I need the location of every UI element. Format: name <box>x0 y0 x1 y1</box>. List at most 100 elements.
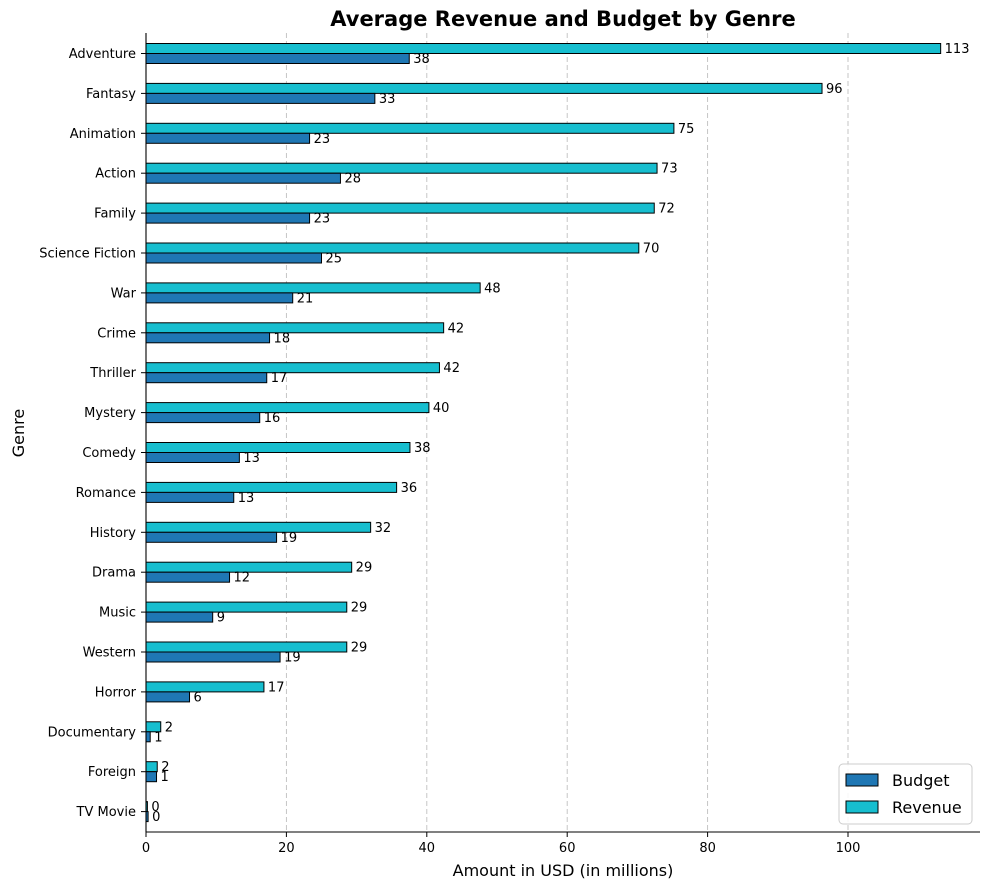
budget-bar <box>145 452 240 463</box>
budget-bar <box>145 53 410 64</box>
budget-bar <box>145 172 341 184</box>
y-tick-label: Romance <box>76 486 136 501</box>
budget-bar <box>145 531 278 543</box>
budget-bar <box>145 412 261 424</box>
y-tick-label: Comedy <box>82 446 136 461</box>
y-tick-label: Thriller <box>89 366 136 381</box>
budget-bar <box>145 611 214 623</box>
grid <box>285 33 849 832</box>
revenue-bar <box>145 761 158 773</box>
budget-bar <box>145 771 158 783</box>
revenue-bar <box>145 202 655 214</box>
budget-value-label: 13 <box>243 451 260 466</box>
budget-bar <box>145 252 322 264</box>
axes <box>145 33 980 833</box>
revenue-value-label: 73 <box>661 162 678 177</box>
revenue-value-label: 75 <box>678 122 695 137</box>
revenue-value-label: 29 <box>351 641 368 656</box>
revenue-bar <box>145 521 372 533</box>
y-tick-label: Action <box>95 167 136 182</box>
legend: Budget Revenue <box>838 763 973 825</box>
y-axis-label: Genre <box>9 409 28 457</box>
budget-bar <box>145 651 281 663</box>
revenue-bar <box>145 82 823 94</box>
budget-value-label: 19 <box>284 651 301 666</box>
budget-value-label: 13 <box>238 491 255 506</box>
budget-bar <box>145 731 151 743</box>
budget-value-label: 23 <box>314 212 331 227</box>
y-tick-label: War <box>111 286 137 301</box>
y-tick-labels: Adventure Fantasy Animation Action Family Sci… <box>39 47 146 820</box>
revenue-bar <box>145 322 445 334</box>
budget-value-label: 9 <box>217 611 225 626</box>
budget-value-label: 23 <box>314 132 331 147</box>
budget-bar <box>145 691 191 703</box>
y-tick-label: Mystery <box>84 406 136 421</box>
legend-label-budget: Budget <box>892 771 950 790</box>
x-tick-label: 100 <box>836 841 861 856</box>
revenue-bar <box>145 162 658 174</box>
revenue-value-label: 72 <box>658 202 675 217</box>
x-tick-label: 40 <box>419 841 436 856</box>
y-tick-label: Documentary <box>48 725 137 740</box>
budget-value-label: 28 <box>344 172 361 187</box>
chart-title: Average Revenue and Budget by Genre <box>330 7 796 31</box>
legend-label-revenue: Revenue <box>892 798 962 817</box>
y-tick-label: Foreign <box>88 765 136 780</box>
y-tick-label: Animation <box>70 127 136 142</box>
budget-bar <box>145 92 376 104</box>
budget-bar <box>145 212 311 224</box>
y-tick-label: Western <box>83 646 136 661</box>
budget-value-label: 1 <box>154 730 162 745</box>
revenue-value-label: 0 <box>151 800 159 815</box>
y-tick-label: Adventure <box>69 47 136 62</box>
revenue-value-label: 29 <box>351 601 368 616</box>
budget-value-label: 1 <box>161 770 169 785</box>
revenue-value-label: 40 <box>433 401 450 416</box>
y-tick-label: Science Fiction <box>39 247 136 262</box>
budget-bar <box>145 292 294 304</box>
x-axis-label: Amount in USD (in millions) <box>453 861 674 880</box>
revenue-bar <box>145 242 640 254</box>
x-tick-label: 80 <box>699 841 716 856</box>
revenue-bar <box>145 442 411 453</box>
legend-swatch-budget <box>845 773 879 787</box>
revenue-value-label: 70 <box>643 242 660 257</box>
budget-value-label: 17 <box>271 371 288 386</box>
x-tick-labels: 0 20 40 60 80 100 <box>142 832 861 856</box>
revenue-value-label: 38 <box>414 441 431 456</box>
revenue-value-label: 36 <box>401 481 418 496</box>
budget-bar <box>145 372 268 384</box>
bars <box>145 43 942 823</box>
budget-value-label: 0 <box>152 810 160 825</box>
budget-value-label: 12 <box>234 571 251 586</box>
y-tick-label: TV Movie <box>76 805 136 820</box>
revenue-bar <box>145 362 440 374</box>
revenue-value-label: 48 <box>484 281 501 296</box>
revenue-value-label: 32 <box>375 521 392 536</box>
revenue-bar <box>145 681 265 693</box>
y-tick-label: Family <box>94 207 136 222</box>
revenue-bar <box>145 481 398 493</box>
y-tick-label: Drama <box>92 566 136 581</box>
revenue-value-label: 113 <box>945 42 970 57</box>
revenue-bar <box>145 641 348 653</box>
revenue-bar <box>145 43 942 54</box>
revenue-value-label: 29 <box>356 561 373 576</box>
budget-bar <box>145 571 231 583</box>
revenue-value-label: 42 <box>448 321 465 336</box>
budget-value-label: 6 <box>194 690 202 705</box>
y-tick-label: Fantasy <box>86 87 136 102</box>
budget-value-label: 16 <box>264 411 281 426</box>
budget-bar <box>145 491 235 503</box>
revenue-value-label: 42 <box>443 361 460 376</box>
y-tick-label: Music <box>99 606 136 621</box>
x-tick-label: 60 <box>559 841 576 856</box>
legend-swatch-revenue <box>845 800 879 814</box>
y-tick-label: History <box>90 526 137 541</box>
revenue-bar <box>145 601 348 613</box>
y-tick-label: Horror <box>95 685 137 700</box>
budget-value-label: 21 <box>297 291 314 306</box>
budget-value-label: 19 <box>281 531 298 546</box>
